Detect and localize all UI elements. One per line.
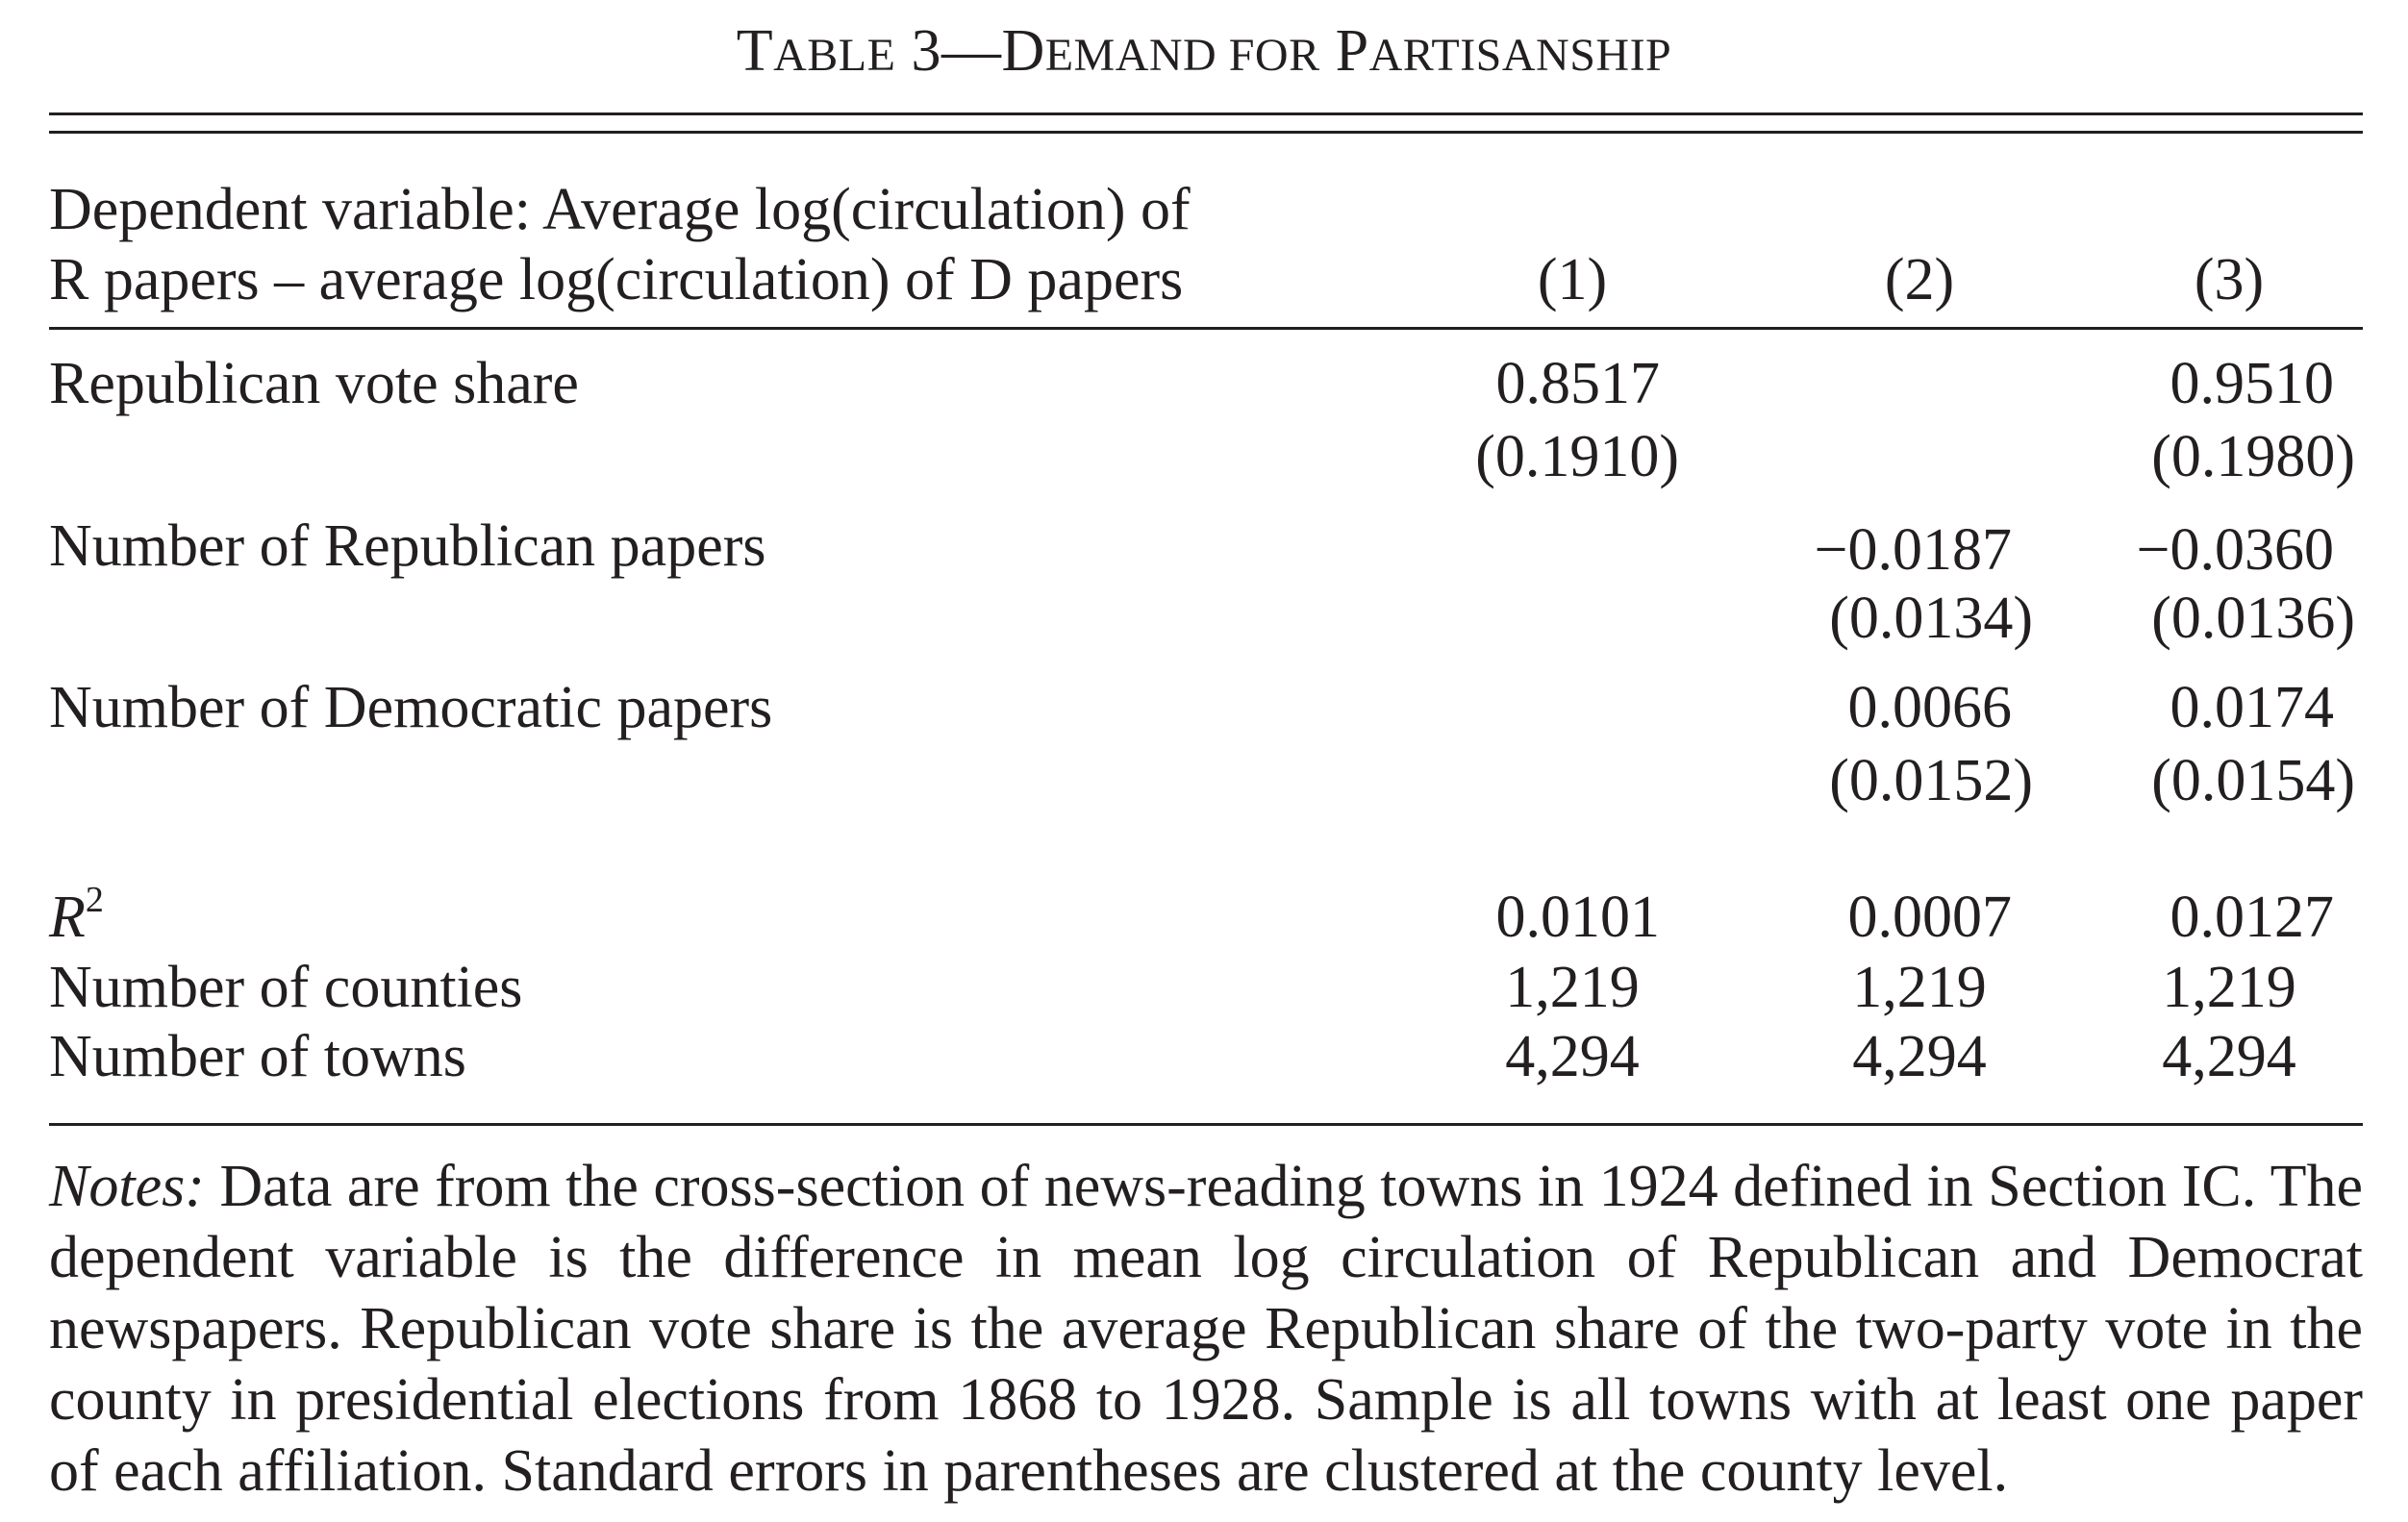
coef-r2-c2: −0.0187 <box>1814 517 2012 583</box>
counties-c1: 1,219 <box>1505 955 1640 1020</box>
bottom-rule <box>49 1123 2363 1126</box>
row-label-r-squared: R2 <box>49 882 104 951</box>
title-artisanship: ARTISANSHIP <box>1368 30 1672 81</box>
column-header-2: (2) <box>1884 247 1955 312</box>
row-label-number-of-republican-papers: Number of Republican papers <box>49 513 766 579</box>
title-initial-p: P <box>1335 18 1369 84</box>
coef-r1-c3: 0.9510 <box>2170 351 2335 416</box>
towns-c2: 4,294 <box>1852 1024 1987 1089</box>
title-initial-t: T <box>736 18 774 84</box>
r2-c1: 0.0101 <box>1495 885 1661 950</box>
column-header-1: (1) <box>1537 247 1608 312</box>
row-label-republican-vote-share: Republican vote share <box>49 351 579 416</box>
r2-c2: 0.0007 <box>1847 885 2013 950</box>
top-rule-1 <box>49 112 2363 115</box>
column-header-3: (3) <box>2194 247 2265 312</box>
coef-r3-c3: 0.0174 <box>2170 675 2335 740</box>
notes-label: Notes: <box>49 1154 205 1219</box>
title-able: ABLE <box>773 30 896 81</box>
header-rule <box>49 327 2363 330</box>
coef-r2-c3: −0.0360 <box>2136 517 2334 583</box>
dependent-variable-line-1: Dependent variable: Average log(circulat… <box>49 177 1191 242</box>
coef-r3-c2: 0.0066 <box>1847 675 2013 740</box>
towns-c1: 4,294 <box>1505 1024 1640 1089</box>
dependent-variable-line-2: R papers – average log(circulation) of D… <box>49 247 1184 312</box>
se-r2-c2: (0.0134) <box>1829 586 2033 651</box>
title-initial-d: D <box>1001 18 1045 84</box>
row-label-number-of-towns: Number of towns <box>49 1024 466 1089</box>
se-r2-c3: (0.0136) <box>2151 586 2355 651</box>
coef-r1-c1: 0.8517 <box>1495 351 1661 416</box>
title-emand-for: EMAND FOR <box>1044 30 1320 81</box>
towns-c3: 4,294 <box>2162 1024 2296 1089</box>
row-label-number-of-counties: Number of counties <box>49 955 523 1020</box>
se-r3-c3: (0.0154) <box>2151 748 2355 813</box>
se-r3-c2: (0.0152) <box>1829 748 2033 813</box>
counties-c2: 1,219 <box>1852 955 1987 1020</box>
se-r1-c3: (0.1980) <box>2151 424 2355 489</box>
se-r1-c1: (0.1910) <box>1475 424 1679 489</box>
table-notes: Notes: Data are from the cross-section o… <box>49 1151 2363 1507</box>
r2-c3: 0.0127 <box>2170 885 2335 950</box>
title-number: 3— <box>911 18 1002 84</box>
notes-text: Data are from the cross-section of news-… <box>49 1154 2363 1504</box>
r-squared-r: R <box>49 885 86 950</box>
top-rule-2 <box>49 131 2363 134</box>
r-squared-exponent: 2 <box>85 880 104 920</box>
row-label-number-of-democratic-papers: Number of Democratic papers <box>49 675 773 740</box>
counties-c3: 1,219 <box>2162 955 2296 1020</box>
table-title: TABLE 3—DEMAND FOR PARTISANSHIP <box>0 17 2408 89</box>
